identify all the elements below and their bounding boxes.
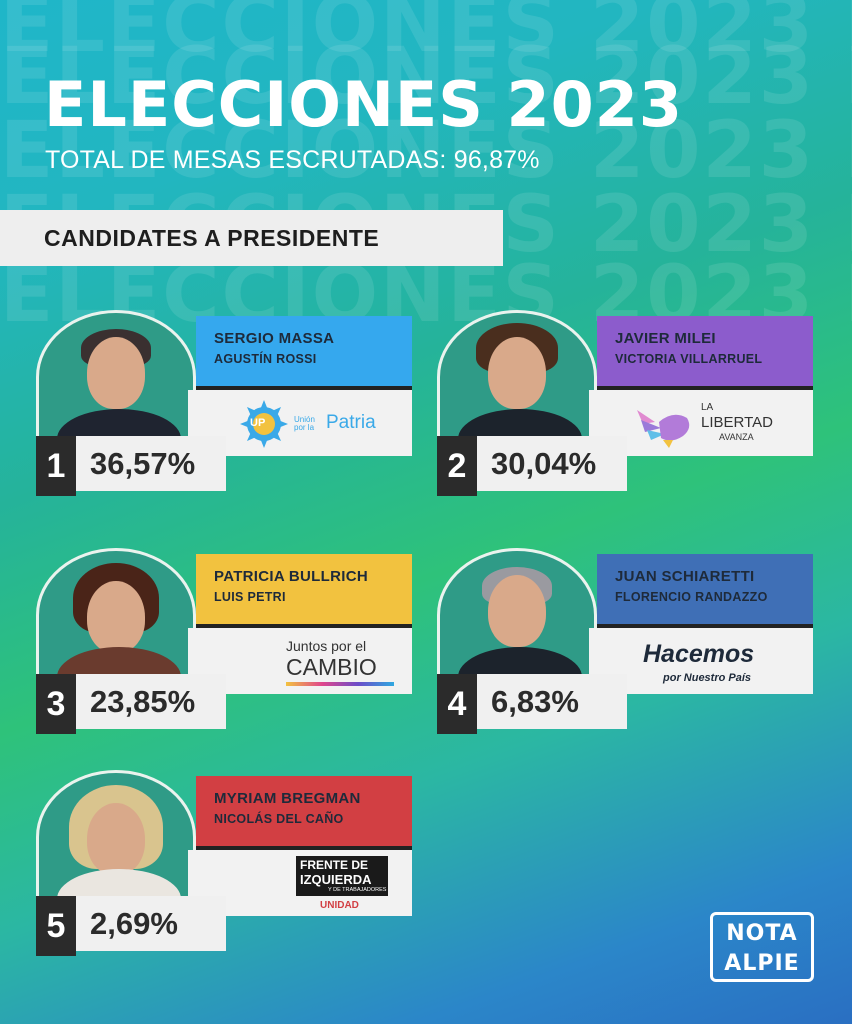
face	[488, 337, 546, 409]
candidate-photo	[36, 310, 196, 444]
party-name-line2: LIBERTAD	[701, 414, 773, 431]
party-name-line2: IZQUIERDA	[300, 872, 372, 887]
divider	[196, 624, 412, 628]
page-title: ELECCIONES 2023	[44, 68, 684, 141]
candidate-name: JAVIER MILEI	[615, 330, 716, 347]
face	[87, 581, 145, 653]
candidate-name-bar: JUAN SCHIARETTI FLORENCIO RANDAZZO	[597, 554, 813, 628]
lion-wings-icon	[637, 410, 690, 448]
candidate-card-3: PATRICIA BULLRICH LUIS PETRI Juntos por …	[36, 548, 416, 748]
rank-badge: 4	[437, 674, 477, 734]
candidate-name-bar: MYRIAM BREGMAN NICOLÁS DEL CAÑO	[196, 776, 412, 850]
page-subtitle: TOTAL DE MESAS ESCRUTADAS: 96,87%	[45, 146, 540, 174]
party-name-small: Unión por la	[294, 415, 315, 432]
candidate-photo	[36, 548, 196, 682]
running-mate-name: NICOLÁS DEL CAÑO	[214, 812, 344, 826]
background-word-row: ELECCIONES 2023 ELECCIONES	[0, 44, 852, 110]
candidate-name-bar: PATRICIA BULLRICH LUIS PETRI	[196, 554, 412, 628]
divider	[196, 386, 412, 390]
party-name-line3: AVANZA	[719, 432, 754, 442]
color-stripe	[286, 682, 394, 686]
sun-emblem-icon	[240, 400, 288, 448]
divider	[196, 846, 412, 850]
background-word-row: ELECCIONES 2023 ELECCIONES	[0, 0, 852, 58]
candidate-card-1: SERGIO MASSA AGUSTÍN ROSSI UP Unión por …	[36, 310, 416, 510]
face	[87, 337, 145, 409]
candidate-card-5: MYRIAM BREGMAN NICOLÁS DEL CAÑO FRENTE D…	[36, 770, 416, 970]
candidate-name: PATRICIA BULLRICH	[214, 568, 368, 585]
candidate-name-bar: JAVIER MILEI VICTORIA VILLARRUEL	[597, 316, 813, 390]
background-word-row: ELECCIONES 2023 ELECCIONES	[0, 118, 852, 184]
candidate-photo	[36, 770, 196, 904]
party-name-line2: por Nuestro País	[663, 672, 752, 684]
candidate-name-bar: SERGIO MASSA AGUSTÍN ROSSI	[196, 316, 412, 390]
brand-line1: NOTA	[726, 921, 798, 946]
divider	[597, 386, 813, 390]
rank-badge: 3	[36, 674, 76, 734]
face	[87, 803, 145, 875]
party-name-line1: Hacemos	[643, 640, 755, 668]
divider	[597, 624, 813, 628]
vote-percentage: 23,85%	[76, 674, 226, 729]
candidate-photo	[437, 310, 597, 444]
brand-logo: NOTA ALPIE	[710, 912, 814, 982]
vote-percentage: 6,83%	[477, 674, 627, 729]
party-mark: UP	[250, 417, 266, 429]
brand-line2: ALPIE	[724, 951, 800, 976]
party-name-line3: Y DE TRABAJADORES	[328, 887, 387, 893]
section-header-bar	[0, 210, 503, 266]
rank-badge: 1	[36, 436, 76, 496]
candidate-name: SERGIO MASSA	[214, 330, 335, 347]
section-title: CANDIDATES A PRESIDENTE	[44, 225, 380, 251]
vote-percentage: 36,57%	[76, 436, 226, 491]
party-logo: UP Unión por la Patria	[188, 390, 412, 456]
candidate-card-4: JUAN SCHIARETTI FLORENCIO RANDAZZO Hacem…	[437, 548, 817, 748]
running-mate-name: LUIS PETRI	[214, 590, 286, 604]
vote-percentage: 2,69%	[76, 896, 226, 951]
party-name-line1: LA	[701, 402, 714, 413]
party-logo-plate	[296, 856, 388, 896]
face	[488, 575, 546, 647]
candidate-card-2: JAVIER MILEI VICTORIA VILLARRUEL LA LIBE…	[437, 310, 817, 510]
candidate-name: MYRIAM BREGMAN	[214, 790, 361, 807]
party-name-line4: UNIDAD	[320, 900, 359, 911]
party-name-line1: FRENTE DE	[300, 858, 369, 872]
candidate-photo	[437, 548, 597, 682]
vote-percentage: 30,04%	[477, 436, 627, 491]
rank-badge: 2	[437, 436, 477, 496]
party-name-line2: CAMBIO	[286, 654, 377, 680]
rank-badge: 5	[36, 896, 76, 956]
candidate-name: JUAN SCHIARETTI	[615, 568, 755, 585]
running-mate-name: VICTORIA VILLARRUEL	[615, 352, 763, 366]
running-mate-name: AGUSTÍN ROSSI	[214, 352, 317, 366]
running-mate-name: FLORENCIO RANDAZZO	[615, 590, 768, 604]
party-name-line1: Juntos por el	[286, 638, 367, 654]
party-name: Patria	[326, 412, 376, 433]
